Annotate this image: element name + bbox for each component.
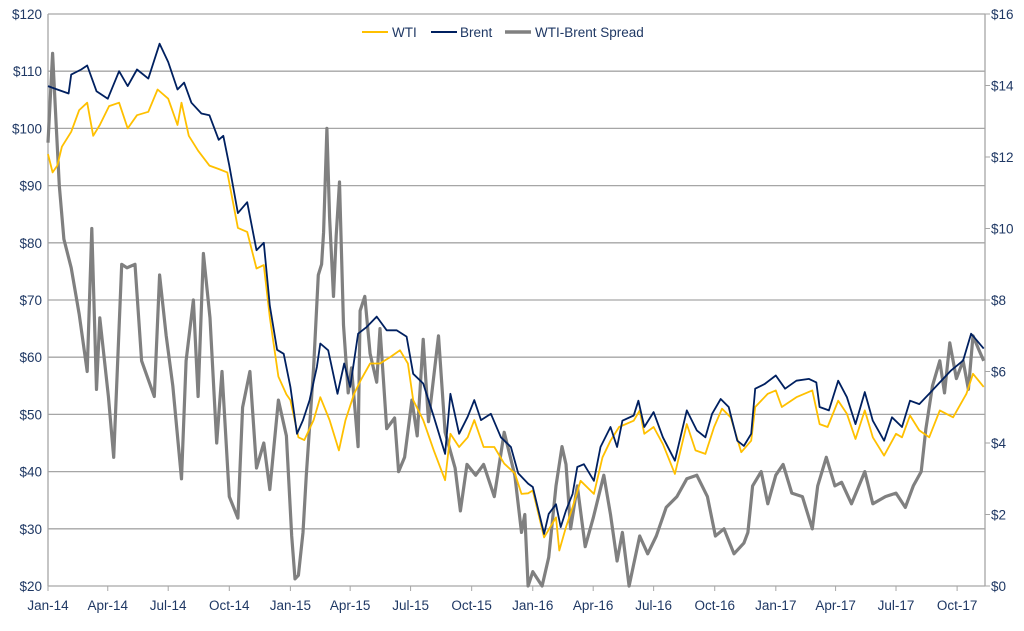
left-y-axis-labels: $20 $30 $40 $50 $60 $70 $80 $90 $100 $110 $120: [12, 7, 42, 594]
x-tick-label: Apr-16: [573, 598, 614, 613]
x-tick-label: Jul-15: [392, 598, 429, 613]
legend-label-wti: WTI: [392, 25, 417, 40]
x-tick-label: Jan-14: [27, 598, 69, 613]
left-y-tick-label: $80: [19, 236, 42, 251]
x-tick-label: Apr-17: [815, 598, 856, 613]
x-tick-label: Jan-16: [512, 598, 553, 613]
x-tick-label: Oct-16: [694, 598, 735, 613]
left-y-tick-label: $30: [19, 522, 42, 537]
series-line-wti-brent-spread: [46, 51, 986, 588]
axes: [47, 13, 990, 591]
right-y-tick-label: $12: [991, 150, 1014, 165]
right-y-axis-labels: $0 $2 $4 $6 $8 $10 $12 $14 $16: [991, 7, 1014, 594]
right-y-tick-label: $10: [991, 222, 1014, 237]
left-y-tick-label: $40: [19, 465, 42, 480]
x-tick-label: Jul-17: [878, 598, 915, 613]
series-line-wti: [47, 88, 985, 552]
left-y-tick-label: $20: [19, 579, 42, 594]
left-y-tick-label: $110: [13, 64, 42, 79]
x-tick-label: Apr-15: [330, 598, 371, 613]
legend-item-spread: WTI-Brent Spread: [505, 25, 644, 40]
series-lines: [46, 42, 986, 588]
legend-item-brent: Brent: [431, 25, 493, 40]
left-y-tick-label: $60: [19, 350, 42, 365]
left-y-tick-label: $70: [19, 293, 42, 308]
left-y-tick-label: $120: [12, 7, 42, 22]
right-y-tick-label: $16: [991, 7, 1014, 22]
left-y-tick-label: $50: [19, 407, 42, 422]
x-tick-label: Apr-14: [88, 598, 129, 613]
x-tick-label: Jan-15: [270, 598, 311, 613]
right-y-tick-label: $2: [991, 508, 1006, 523]
right-y-tick-label: $14: [991, 79, 1014, 94]
x-tick-label: Jul-14: [150, 598, 187, 613]
gridlines: [48, 13, 985, 530]
x-tick-label: Oct-14: [209, 598, 250, 613]
left-y-tick-label: $100: [12, 121, 42, 136]
series-line-brent: [47, 42, 985, 535]
legend-label-brent: Brent: [460, 25, 493, 40]
right-y-tick-label: $6: [991, 365, 1006, 380]
right-y-tick-label: $4: [991, 436, 1007, 451]
right-y-tick-label: $0: [991, 579, 1006, 594]
legend-label-spread: WTI-Brent Spread: [535, 25, 644, 40]
legend: WTI Brent WTI-Brent Spread: [362, 25, 644, 40]
x-axis-labels: Jan-14 Apr-14 Jul-14 Oct-14 Jan-15 Apr-15 Jul-…: [27, 598, 977, 613]
left-y-tick-label: $90: [19, 179, 42, 194]
right-y-tick-label: $8: [991, 293, 1006, 308]
x-tick-label: Jan-17: [755, 598, 796, 613]
x-tick-label: Jul-16: [635, 598, 672, 613]
legend-item-wti: WTI: [362, 25, 417, 40]
x-tick-label: Oct-15: [451, 598, 492, 613]
x-tick-label: Oct-17: [937, 598, 978, 613]
